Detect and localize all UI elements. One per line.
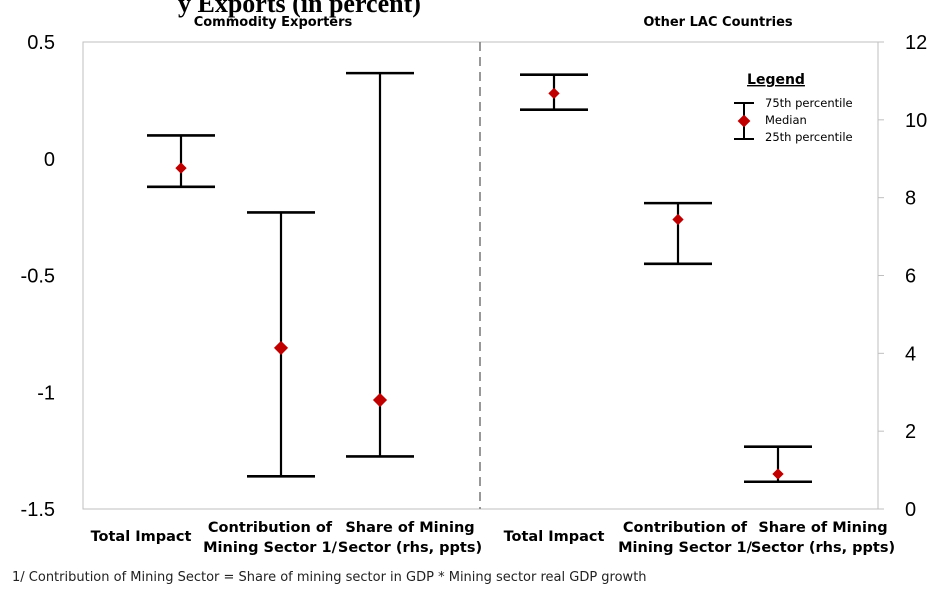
right-tick-label: 4 — [905, 343, 916, 365]
left-tick-label: -1 — [37, 382, 55, 404]
right-axis: 12 10 8 6 4 2 0 — [878, 32, 927, 521]
category-label: Mining Sector 1/ — [618, 540, 752, 556]
error-bars — [147, 71, 812, 484]
right-tick-label: 2 — [905, 421, 916, 443]
left-tick-label: 0 — [44, 149, 55, 171]
error-bar — [520, 73, 588, 112]
legend-item-75th: 75th percentile — [765, 96, 853, 110]
left-axis: 0.5 0 -0.5 -1 -1.5 — [21, 32, 55, 521]
category-label: Total Impact — [91, 529, 192, 545]
right-tick-label: 10 — [905, 110, 927, 132]
group-title-other-lac: Other LAC Countries — [643, 15, 793, 30]
category-labels: Total Impact Contribution of Mining Sector… — [91, 520, 896, 556]
error-bar — [147, 134, 215, 189]
error-bar — [346, 71, 414, 458]
right-tick-label: 6 — [905, 266, 916, 288]
category-label: Sector (rhs, ppts) — [338, 540, 482, 556]
group-title-commodity-exporters: Commodity Exporters — [194, 15, 353, 30]
footnote: 1/ Contribution of Mining Sector = Share… — [12, 570, 647, 585]
error-bar — [247, 211, 315, 478]
legend: Legend 75th percentile Median 25th perce… — [734, 72, 853, 144]
right-tick-label: 8 — [905, 188, 916, 210]
legend-item-25th: 25th percentile — [765, 130, 853, 144]
category-label: Contribution of — [208, 520, 333, 536]
median-marker — [672, 213, 684, 226]
category-label: Sector (rhs, ppts) — [751, 540, 895, 556]
error-bar — [744, 445, 812, 484]
category-label: Total Impact — [504, 529, 605, 545]
median-marker — [273, 340, 289, 355]
median-marker — [772, 468, 784, 480]
legend-median-marker — [737, 114, 751, 128]
category-label: Share of Mining — [758, 520, 887, 536]
median-marker — [548, 87, 560, 100]
median-marker — [175, 162, 187, 174]
error-bar — [644, 201, 712, 266]
right-tick-label: 12 — [905, 32, 927, 54]
category-label: Share of Mining — [345, 520, 474, 536]
median-marker — [372, 392, 388, 408]
left-tick-label: 0.5 — [27, 32, 55, 54]
left-tick-label: -0.5 — [21, 266, 55, 288]
left-tick-label: -1.5 — [21, 499, 55, 521]
legend-item-median: Median — [765, 113, 807, 127]
right-tick-label: 0 — [905, 499, 916, 521]
category-label: Contribution of — [623, 520, 748, 536]
chart-title-fragment: y Exports (in percent) — [178, 0, 421, 18]
legend-title: Legend — [747, 72, 805, 88]
category-label: Mining Sector 1/ — [203, 540, 337, 556]
